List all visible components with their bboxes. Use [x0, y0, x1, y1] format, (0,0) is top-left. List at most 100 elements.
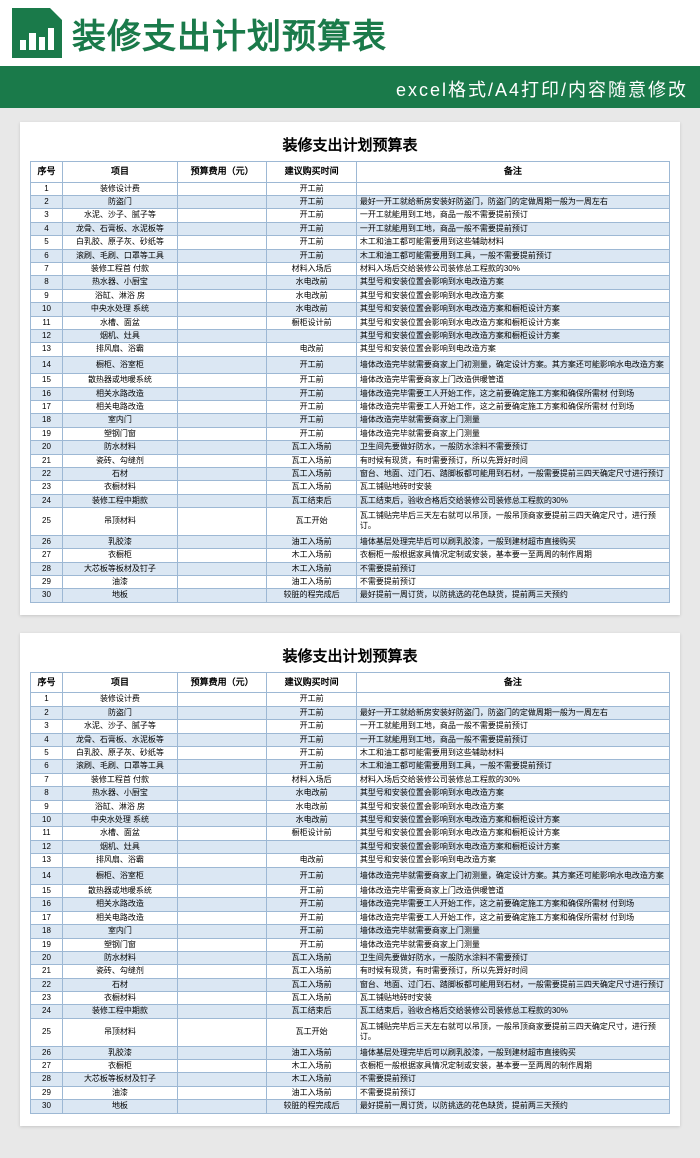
cell-item: 塑钢门窗 — [62, 427, 177, 440]
cell-note: 墙体改造完毕就需要商家上门测量 — [356, 427, 669, 440]
cell-note: 墙体改造完毕需要工人开始工作，这之前要确定施工方案和确保所需材 付到场 — [356, 911, 669, 924]
cell-time: 油工入场前 — [267, 1046, 356, 1059]
header-banner: 装修支出计划预算表 — [0, 0, 700, 70]
cell-idx: 3 — [31, 209, 63, 222]
table-row: 24装修工程中期款瓦工结束后瓦工结束后，验收合格后交给装修公司装修总工程款的30… — [31, 1005, 670, 1018]
cell-idx: 30 — [31, 589, 63, 602]
cell-note: 一开工就能用到工地，商品一般不需要提前预订 — [356, 209, 669, 222]
cell-time: 水电改前 — [267, 800, 356, 813]
cell-idx: 12 — [31, 840, 63, 853]
cell-item: 相关水路改造 — [62, 387, 177, 400]
cell-idx: 16 — [31, 898, 63, 911]
table-row: 14橱柜、浴室柜开工前墙体改造完毕就需要商家上门初测量，确定设计方案。其方案还可… — [31, 867, 670, 884]
col-cost: 预算费用（元） — [177, 162, 266, 183]
col-idx: 序号 — [31, 672, 63, 693]
col-idx: 序号 — [31, 162, 63, 183]
cell-idx: 14 — [31, 867, 63, 884]
cell-idx: 23 — [31, 992, 63, 1005]
cell-cost — [177, 209, 266, 222]
table-row: 17相关电路改造开工前墙体改造完毕需要工人开始工作，这之前要确定施工方案和确保所… — [31, 400, 670, 413]
cell-note: 其型号和安装位置会影响到水电改造方案 — [356, 276, 669, 289]
cell-time: 瓦工开始 — [267, 508, 356, 536]
cell-item: 瓷砖、勾缝剂 — [62, 965, 177, 978]
table-row: 15散热器或地暖系统开工前墙体改造完毕需要商家上门改造供暖管道 — [31, 884, 670, 897]
table-row: 4龙骨、石膏板、水泥板等开工前一开工就能用到工地，商品一般不需要提前预订 — [31, 733, 670, 746]
cell-idx: 10 — [31, 303, 63, 316]
sheet-title: 装修支出计划预算表 — [30, 130, 670, 161]
cell-cost — [177, 898, 266, 911]
cell-idx: 9 — [31, 289, 63, 302]
cell-time: 橱柜设计前 — [267, 827, 356, 840]
cell-item: 白乳胶、原子灰、砂纸等 — [62, 747, 177, 760]
cell-idx: 12 — [31, 329, 63, 342]
cell-note: 墙体改造完毕需要商家上门改造供暖管道 — [356, 884, 669, 897]
table-row: 22石材瓦工入场前窗台、地面、过门石、踏脚板都可能用到石材，一般需要提前三四天确… — [31, 467, 670, 480]
cell-cost — [177, 992, 266, 1005]
cell-item: 相关电路改造 — [62, 911, 177, 924]
cell-item: 室内门 — [62, 414, 177, 427]
cell-note: 衣橱柜一般根据家具情况定制或安装，基本要一至两周的制作周期 — [356, 1060, 669, 1073]
cell-cost — [177, 576, 266, 589]
table-row: 9浴缸、淋浴 房水电改前其型号和安装位置会影响到水电改造方案 — [31, 289, 670, 302]
cell-idx: 26 — [31, 1046, 63, 1059]
cell-cost — [177, 329, 266, 342]
cell-note: 其型号和安装位置会影响到水电改造方案和橱柜设计方案 — [356, 329, 669, 342]
cell-time: 开工前 — [267, 925, 356, 938]
budget-table: 序号 项目 预算费用（元） 建议购买时间 备注 1装修设计费开工前2防盗门开工前… — [30, 161, 670, 603]
cell-note: 窗台、地面、过门石、踏脚板都可能用到石材，一般需要提前三四天确定尺寸进行预订 — [356, 978, 669, 991]
cell-cost — [177, 535, 266, 548]
cell-note: 其型号和安装位置会影响到水电改造方案和橱柜设计方案 — [356, 827, 669, 840]
cell-item: 衣橱材料 — [62, 481, 177, 494]
cell-note: 墙体改造完毕就需要商家上门初测量，确定设计方案。其方案还可能影响水电改造方案 — [356, 867, 669, 884]
cell-item: 中央水处理 系统 — [62, 814, 177, 827]
cell-note: 墙体改造完毕就需要商家上门初测量，确定设计方案。其方案还可能影响水电改造方案 — [356, 356, 669, 373]
cell-item: 衣橱材料 — [62, 992, 177, 1005]
cell-item: 大芯板等板材及钉子 — [62, 562, 177, 575]
cell-time: 较脏的程完成后 — [267, 589, 356, 602]
cell-idx: 4 — [31, 222, 63, 235]
cell-note: 木工和油工都可能需要用到这些辅助材料 — [356, 236, 669, 249]
cell-cost — [177, 1018, 266, 1046]
cell-idx: 27 — [31, 549, 63, 562]
cell-idx: 1 — [31, 182, 63, 195]
cell-idx: 3 — [31, 720, 63, 733]
cell-item: 油漆 — [62, 1086, 177, 1099]
cell-cost — [177, 760, 266, 773]
cell-idx: 2 — [31, 706, 63, 719]
table-row: 7装修工程首 付款材料入场后材料入场后交给装修公司装修总工程款的30% — [31, 773, 670, 786]
table-row: 18室内门开工前墙体改造完毕就需要商家上门测量 — [31, 925, 670, 938]
cell-note: 木工和油工都可能需要用到这些辅助材料 — [356, 747, 669, 760]
cell-time: 开工前 — [267, 706, 356, 719]
cell-note: 其型号和安装位置会影响到水电改造方案和橱柜设计方案 — [356, 814, 669, 827]
cell-idx: 17 — [31, 911, 63, 924]
cell-note: 墙体基层处理完毕后可以刷乳胶漆，一般到建材超市直接购买 — [356, 535, 669, 548]
table-row: 18室内门开工前墙体改造完毕就需要商家上门测量 — [31, 414, 670, 427]
cell-time: 开工前 — [267, 911, 356, 924]
cell-idx: 29 — [31, 576, 63, 589]
cell-idx: 21 — [31, 454, 63, 467]
table-row: 15散热器或地暖系统开工前墙体改造完毕需要商家上门改造供暖管道 — [31, 374, 670, 387]
cell-idx: 13 — [31, 343, 63, 356]
cell-idx: 8 — [31, 276, 63, 289]
cell-time: 开工前 — [267, 236, 356, 249]
table-row: 30地板较脏的程完成后最好提前一周订货，以防挑选的花色缺货，提前两三天预约 — [31, 1100, 670, 1113]
cell-item: 装修设计费 — [62, 182, 177, 195]
cell-item: 白乳胶、原子灰、砂纸等 — [62, 236, 177, 249]
sheet-preview-2: 装修支出计划预算表 序号 项目 预算费用（元） 建议购买时间 备注 1装修设计费… — [20, 633, 680, 1126]
cell-cost — [177, 343, 266, 356]
cell-item: 烟机、灶具 — [62, 840, 177, 853]
cell-time: 开工前 — [267, 196, 356, 209]
cell-time: 开工前 — [267, 249, 356, 262]
table-row: 23衣橱材料瓦工入场前瓦工铺贴地砖时安装 — [31, 481, 670, 494]
cell-note: 一开工就能用到工地，商品一般不需要提前预订 — [356, 720, 669, 733]
cell-note: 一开工就能用到工地，商品一般不需要提前预订 — [356, 733, 669, 746]
cell-idx: 19 — [31, 938, 63, 951]
table-row: 1装修设计费开工前 — [31, 182, 670, 195]
table-row: 10中央水处理 系统水电改前其型号和安装位置会影响到水电改造方案和橱柜设计方案 — [31, 814, 670, 827]
cell-idx: 30 — [31, 1100, 63, 1113]
cell-time: 油工入场前 — [267, 535, 356, 548]
cell-cost — [177, 249, 266, 262]
table-row: 6滚刷、毛刷、口罩等工具开工前木工和油工都可能需要用到工具，一般不需要提前预订 — [31, 249, 670, 262]
table-row: 5白乳胶、原子灰、砂纸等开工前木工和油工都可能需要用到这些辅助材料 — [31, 747, 670, 760]
cell-item: 油漆 — [62, 576, 177, 589]
